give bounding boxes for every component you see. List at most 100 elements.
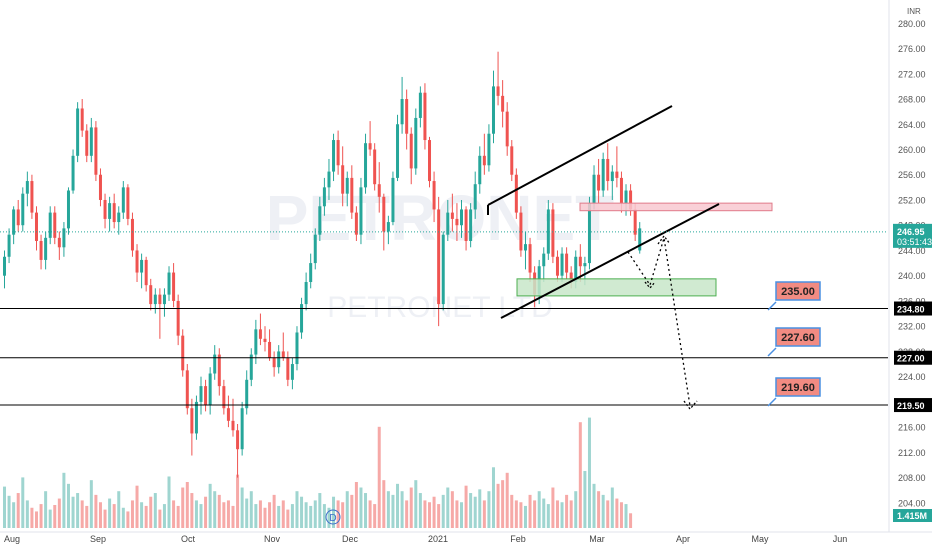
supply-zone[interactable] xyxy=(579,202,773,212)
candle-body[interactable] xyxy=(217,354,221,387)
callout-box[interactable] xyxy=(775,377,821,397)
candle-body[interactable] xyxy=(574,256,578,283)
candle-body[interactable] xyxy=(172,272,176,301)
candle-body[interactable] xyxy=(446,212,450,235)
candle-body[interactable] xyxy=(21,193,25,226)
candle-body[interactable] xyxy=(542,253,546,267)
candle-body[interactable] xyxy=(405,99,409,134)
candle-body[interactable] xyxy=(204,386,208,406)
candle-body[interactable] xyxy=(624,190,628,204)
candle-body[interactable] xyxy=(236,430,240,450)
candle-body[interactable] xyxy=(57,237,61,248)
candle-body[interactable] xyxy=(71,155,75,191)
candle-body[interactable] xyxy=(464,209,468,241)
candle-body[interactable] xyxy=(428,140,432,182)
candle-body[interactable] xyxy=(240,408,244,450)
candle-body[interactable] xyxy=(135,250,139,273)
candle-body[interactable] xyxy=(327,171,331,188)
candle-body[interactable] xyxy=(514,174,518,213)
candle-body[interactable] xyxy=(578,256,582,267)
candle-body[interactable] xyxy=(34,212,38,241)
candle-body[interactable] xyxy=(144,259,148,286)
candle-body[interactable] xyxy=(66,190,70,229)
candle-body[interactable] xyxy=(400,99,404,125)
candle-body[interactable] xyxy=(354,212,358,235)
candle-body[interactable] xyxy=(414,117,418,169)
candle-body[interactable] xyxy=(117,212,121,223)
candle-body[interactable] xyxy=(519,212,523,251)
candle-body[interactable] xyxy=(441,234,445,305)
candle-body[interactable] xyxy=(295,332,299,365)
candle-body[interactable] xyxy=(258,329,262,339)
candle-body[interactable] xyxy=(382,196,386,232)
candle-body[interactable] xyxy=(300,304,304,333)
candle-body[interactable] xyxy=(587,203,591,264)
candle-body[interactable] xyxy=(606,158,610,182)
candle-body[interactable] xyxy=(432,181,436,210)
candle-body[interactable] xyxy=(469,209,473,241)
candle-body[interactable] xyxy=(583,263,587,267)
candle-body[interactable] xyxy=(7,234,11,257)
candle-body[interactable] xyxy=(455,218,459,226)
candle-body[interactable] xyxy=(313,234,317,264)
candle-body[interactable] xyxy=(341,165,345,194)
candle-body[interactable] xyxy=(226,408,230,421)
candle-body[interactable] xyxy=(249,354,253,380)
candle-body[interactable] xyxy=(391,177,395,223)
candle-body[interactable] xyxy=(555,256,559,276)
candle-body[interactable] xyxy=(185,370,189,409)
candle-body[interactable] xyxy=(565,253,569,273)
candle-body[interactable] xyxy=(368,143,372,150)
candle-body[interactable] xyxy=(478,155,482,185)
candle-body[interactable] xyxy=(222,386,226,409)
candle-body[interactable] xyxy=(528,244,532,273)
candle-body[interactable] xyxy=(510,146,514,175)
candle-body[interactable] xyxy=(176,300,180,336)
candle-body[interactable] xyxy=(272,357,276,368)
candle-body[interactable] xyxy=(501,95,505,112)
candle-body[interactable] xyxy=(213,354,217,374)
candle-body[interactable] xyxy=(121,187,125,213)
candle-body[interactable] xyxy=(309,263,313,283)
candle-body[interactable] xyxy=(505,111,509,147)
candle-body[interactable] xyxy=(345,177,349,194)
candle-body[interactable] xyxy=(126,187,130,219)
candle-body[interactable] xyxy=(140,259,144,273)
candle-body[interactable] xyxy=(396,124,400,178)
candle-body[interactable] xyxy=(546,209,550,254)
candle-body[interactable] xyxy=(190,408,194,434)
candle-body[interactable] xyxy=(473,184,477,210)
candle-body[interactable] xyxy=(318,206,322,235)
candle-body[interactable] xyxy=(25,181,29,194)
candle-body[interactable] xyxy=(281,351,285,358)
candle-body[interactable] xyxy=(615,171,619,178)
candle-body[interactable] xyxy=(373,149,377,185)
channel-upper-trendline[interactable] xyxy=(487,105,673,206)
candle-body[interactable] xyxy=(610,171,614,182)
candle-body[interactable] xyxy=(450,212,454,219)
candle-body[interactable] xyxy=(108,203,112,219)
callout-box[interactable] xyxy=(775,281,821,301)
candle-body[interactable] xyxy=(364,143,368,188)
candle-body[interactable] xyxy=(350,177,354,213)
candle-body[interactable] xyxy=(94,127,98,175)
candle-body[interactable] xyxy=(277,351,281,368)
candle-body[interactable] xyxy=(85,130,89,156)
candle-body[interactable] xyxy=(199,386,203,402)
candle-body[interactable] xyxy=(460,209,463,226)
candle-body[interactable] xyxy=(633,209,637,235)
candle-body[interactable] xyxy=(194,401,198,434)
candle-body[interactable] xyxy=(103,199,107,219)
candle-body[interactable] xyxy=(601,158,605,191)
candle-body[interactable] xyxy=(268,341,272,358)
candle-body[interactable] xyxy=(44,237,48,260)
candle-body[interactable] xyxy=(153,294,157,305)
candle-body[interactable] xyxy=(181,335,185,371)
candle-body[interactable] xyxy=(491,86,495,134)
candle-body[interactable] xyxy=(409,133,413,169)
candle-body[interactable] xyxy=(167,272,171,295)
candle-body[interactable] xyxy=(332,140,336,172)
candle-body[interactable] xyxy=(112,203,116,223)
candle-body[interactable] xyxy=(48,212,52,238)
